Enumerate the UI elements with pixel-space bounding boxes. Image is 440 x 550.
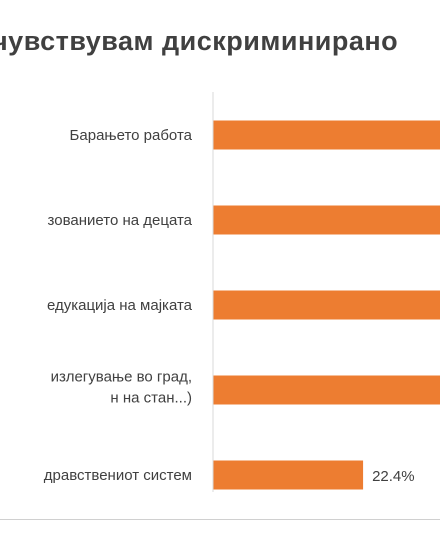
bar-3 [213, 375, 440, 405]
bar-1 [213, 205, 440, 235]
bar-4 [213, 460, 364, 490]
category-label-3-line-1: н на стан...) [110, 390, 192, 407]
chart-bottom-border [0, 519, 440, 520]
category-label-3-line-0: излегување во град, [51, 369, 192, 386]
category-label-0: Барањето работа [70, 127, 193, 144]
category-label-4: дравствениот систем [44, 467, 192, 484]
chart-area: чувствувам дискриминирано Барањето работ… [0, 26, 440, 520]
bar-chart: Барањето работа зованието на децата едукац… [44, 92, 440, 492]
chart-title: чувствувам дискриминирано [0, 26, 399, 56]
bar-2 [213, 290, 440, 320]
bar-0 [213, 120, 440, 150]
category-label-1: зованието на децата [48, 212, 193, 229]
category-label-2: едукација на мајката [47, 297, 193, 314]
data-label-4: 22.4% [372, 468, 415, 485]
